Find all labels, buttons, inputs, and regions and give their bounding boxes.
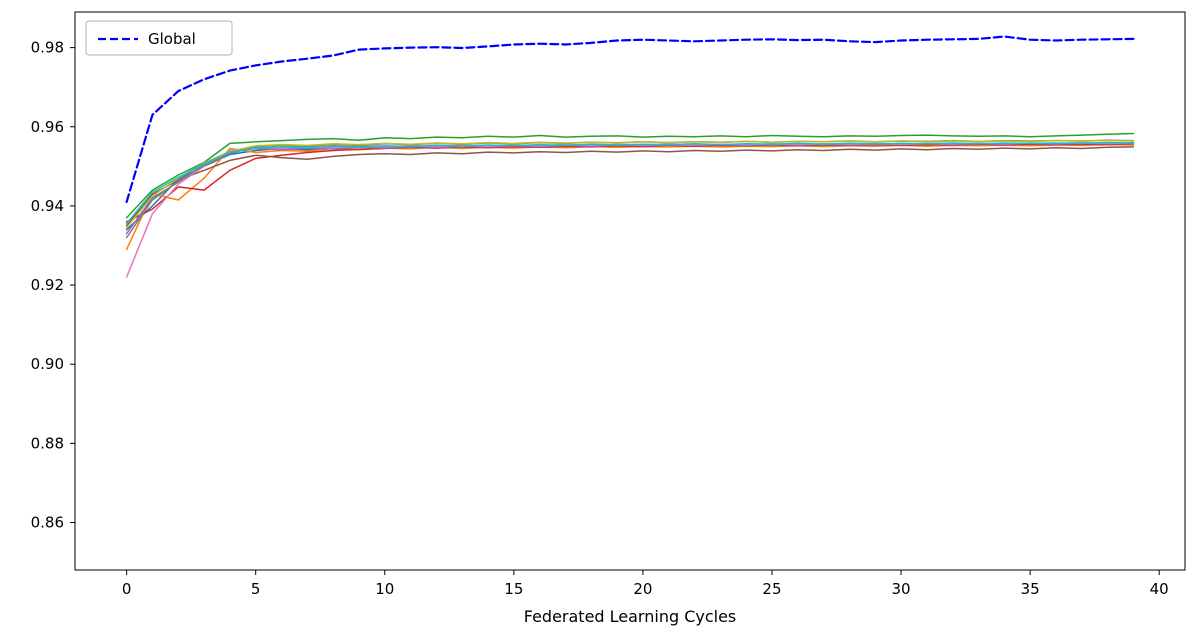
- x-tick-label: 10: [375, 580, 394, 598]
- x-tick-label: 25: [762, 580, 781, 598]
- axes-frame: [74, 11, 1186, 571]
- x-tick-label: 15: [504, 580, 523, 598]
- y-tick-label: 0.94: [31, 197, 64, 215]
- y-tick-label: 0.98: [31, 39, 64, 57]
- y-tick-label: 0.86: [31, 514, 64, 532]
- x-tick-label: 35: [1021, 580, 1040, 598]
- plot-area: [75, 12, 1185, 570]
- y-tick-label: 0.92: [31, 276, 64, 294]
- series-line-client-6: [125, 146, 1135, 227]
- x-tick-label: 5: [251, 580, 261, 598]
- legend: Global: [85, 20, 233, 56]
- x-tick-label: 20: [633, 580, 652, 598]
- series-line-client-3: [125, 132, 1135, 219]
- series-line-client-10: [125, 141, 1135, 225]
- y-tick-label: 0.96: [31, 118, 64, 136]
- legend-label: Global: [148, 30, 196, 48]
- x-tick-label: 40: [1150, 580, 1169, 598]
- y-tick-label: 0.88: [31, 434, 64, 452]
- legend-box: [85, 20, 233, 56]
- series-line-global: [125, 35, 1135, 204]
- y-tick-label: 0.90: [31, 355, 64, 373]
- series-line-client-9: [125, 139, 1135, 229]
- x-tick-label: 0: [122, 580, 132, 598]
- x-tick-label: 30: [891, 580, 910, 598]
- x-axis-label: Federated Learning Cycles: [524, 607, 737, 626]
